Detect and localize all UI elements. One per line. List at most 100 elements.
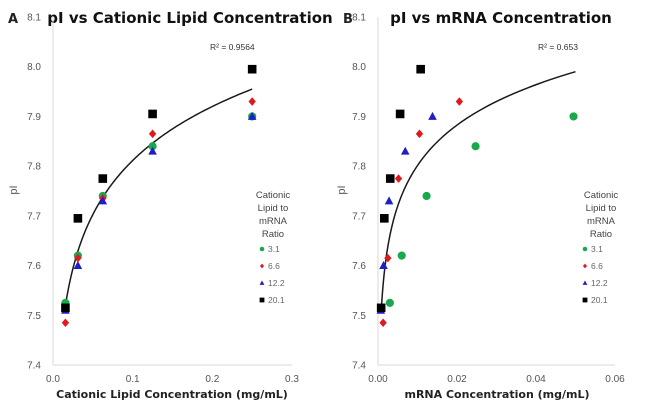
panel-b-legend-title-2: Lipid to — [586, 203, 617, 214]
panel-a-y-tick-label: 8.1 — [27, 13, 41, 24]
panel-b-y-tick-label: 7.9 — [352, 112, 366, 123]
panel-b-point-square — [395, 109, 405, 119]
panel-b-legend-marker-circle — [582, 246, 588, 252]
panel-b-y-tick-label: 8.1 — [352, 13, 366, 24]
panel-b-x-tick-label: 0.02 — [447, 374, 467, 385]
panel-b-r-squared: R² = 0.653 — [538, 42, 578, 52]
panel-a-title: pI vs Cationic Lipid Concentration — [47, 9, 332, 27]
panel-a-point-square — [148, 109, 157, 119]
panel-a-y-tick-label: 7.4 — [27, 361, 41, 372]
panel-b-y-tick-label: 8.0 — [352, 62, 366, 73]
panel-a-point-triangle — [73, 261, 83, 270]
panel-b-legend-label: 12.2 — [591, 278, 608, 288]
panel-b: B pI vs mRNA Concentration mRNA Concentr… — [336, 9, 625, 401]
panel-a-x-axis-label: Cationic Lipid Concentration (mg/mL) — [56, 388, 288, 401]
panel-a-series-20-1 — [61, 64, 257, 313]
panel-b-x-tick-label: 0.00 — [368, 374, 388, 385]
panel-a-legend: Cationic Lipid to mRNA Ratio — [256, 190, 291, 240]
panel-b-legend-label: 6.6 — [591, 261, 603, 271]
panel-a-point-diamond — [148, 129, 157, 139]
panel-b-point-diamond — [415, 129, 424, 139]
panel-b-series-6-6 — [379, 97, 464, 328]
panel-a-point-diamond — [74, 253, 82, 263]
panel-a-x-tick-label: 0.1 — [126, 374, 140, 385]
panel-a-point-diamond — [248, 97, 256, 106]
panel-a-legend-title-1: Cationic — [256, 190, 291, 201]
panel-a-point-square — [247, 64, 257, 74]
panel-a-r-squared: R² = 0.9564 — [210, 42, 255, 52]
panel-b-point-square — [416, 64, 425, 74]
panel-b-point-circle — [397, 251, 406, 260]
panel-a-legend-label: 12.2 — [268, 278, 285, 288]
panel-a-point-circle — [148, 142, 157, 151]
panel-b-point-triangle — [400, 146, 410, 155]
panel-b-point-diamond — [384, 253, 392, 263]
panel-a-y-tick-label: 7.8 — [27, 162, 41, 173]
panel-b-legend-title-1: Cationic — [584, 190, 619, 201]
panel-b-x-tick-label: 0.06 — [605, 374, 625, 385]
panel-a-legend-label: 20.1 — [268, 295, 285, 305]
panel-b-y-tick-label: 7.7 — [352, 211, 366, 222]
panel-b-series-20-1 — [376, 64, 425, 313]
panel-a-x-tick-label: 0.3 — [285, 374, 299, 385]
panel-b-point-square — [376, 303, 386, 313]
panel-a-point-square — [98, 174, 108, 183]
panel-a-legend-title-3: mRNA — [259, 216, 288, 227]
panel-b-point-square — [385, 174, 395, 183]
panel-b-trendline — [380, 70, 576, 313]
panel-a-y-axis-label: pI — [8, 185, 20, 194]
panel-b-x-axis-label: mRNA Concentration (mg/mL) — [405, 388, 590, 401]
panel-a-point-triangle — [247, 111, 257, 120]
panel-b-point-diamond — [394, 174, 403, 183]
panel-b-point-circle — [569, 112, 578, 121]
panel-b-point-square — [380, 214, 389, 223]
panel-b-legend-label: 20.1 — [591, 295, 608, 305]
panel-b-y-tick-label: 7.5 — [352, 311, 366, 322]
panel-b-y-tick-label: 7.6 — [352, 261, 366, 272]
panel-b-point-triangle — [428, 111, 437, 120]
panel-a-trendline — [64, 88, 253, 306]
panel-a-letter: A — [8, 12, 18, 27]
panel-a-y-tick-label: 7.6 — [27, 261, 41, 272]
panel-b-legend: Cationic Lipid to mRNA Ratio — [584, 190, 619, 240]
panel-a-legend-marker-triangle — [259, 280, 265, 285]
panel-b-legend-title-4: Ratio — [590, 229, 612, 240]
panel-b-point-diamond — [379, 318, 387, 328]
panel-a-y-tick-label: 7.9 — [27, 112, 41, 123]
panel-b-point-circle — [471, 142, 480, 151]
panel-a-point-triangle — [148, 146, 157, 155]
panel-a-x-tick-label: 0.2 — [205, 374, 219, 385]
panel-b-point-triangle — [379, 261, 388, 270]
panel-b-point-circle — [385, 298, 394, 307]
panel-b-point-circle — [422, 191, 431, 201]
panel-b-y-axis-label: pI — [336, 185, 348, 194]
panel-a-series-12-2 — [61, 111, 257, 314]
panel-a-legend-marker-diamond — [259, 263, 265, 269]
panel-b-point-diamond — [455, 97, 464, 106]
panel-a-point-diamond — [61, 318, 70, 328]
panel-a-legend-label: 3.1 — [268, 244, 280, 254]
panel-a-point-square — [61, 303, 70, 313]
panel-a-x-tick-label: 0.0 — [46, 374, 60, 385]
panel-a-legend-title-2: Lipid to — [258, 203, 289, 214]
panel-a: A pI vs Cationic Lipid Concentration Cat… — [8, 9, 333, 401]
panel-a-legend-label: 6.6 — [268, 261, 280, 271]
panel-a-legend-marker-circle — [259, 246, 265, 252]
panel-b-letter: B — [343, 12, 353, 27]
panel-a-legend-marker-square — [259, 297, 265, 303]
panel-a-point-triangle — [98, 196, 108, 205]
panel-b-legend-marker-square — [582, 297, 588, 303]
panel-b-y-tick-label: 7.8 — [352, 162, 366, 173]
panel-a-legend-title-4: Ratio — [262, 229, 284, 240]
panel-a-y-tick-label: 7.7 — [27, 211, 41, 222]
panel-b-series-12-2 — [376, 111, 437, 314]
panel-b-legend-title-3: mRNA — [587, 216, 616, 227]
panel-b-legend-marker-triangle — [582, 280, 588, 285]
panel-b-x-tick-label: 0.04 — [526, 374, 546, 385]
panel-a-point-square — [73, 214, 83, 223]
panel-b-legend-label: 3.1 — [591, 244, 603, 254]
panel-a-series-6-6 — [61, 97, 256, 328]
panel-a-y-tick-label: 7.5 — [27, 311, 41, 322]
panel-b-title: pI vs mRNA Concentration — [390, 9, 612, 27]
